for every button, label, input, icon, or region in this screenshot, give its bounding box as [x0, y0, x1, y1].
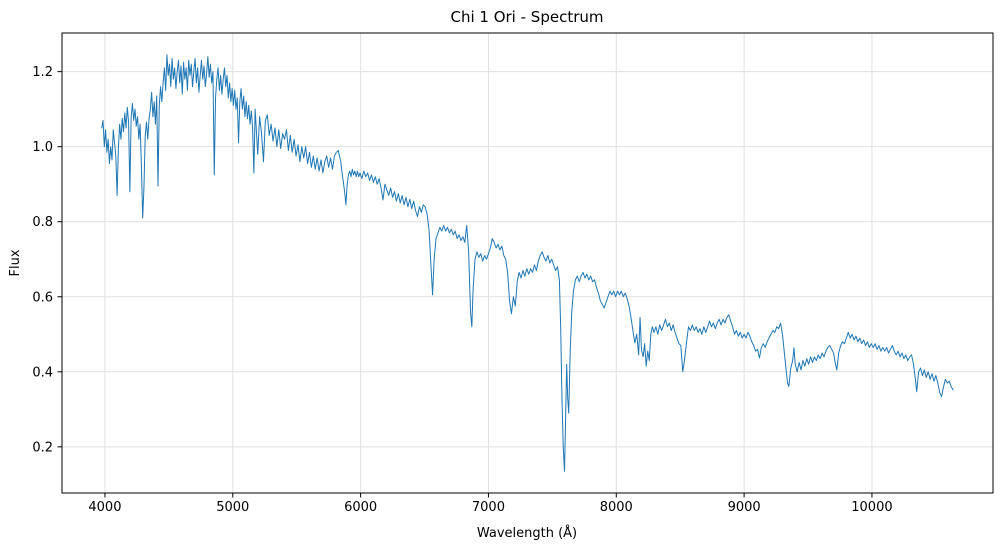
y-tick-label: 1.2 — [32, 65, 53, 80]
x-tick-label: 4000 — [88, 500, 121, 515]
tick-label-layer: 4000 5000 6000 7000 8000 9000 10000 0.2 0.4 0.6 0.… — [32, 65, 892, 515]
y-tick-label: 0.2 — [32, 440, 53, 455]
y-tick-label: 1.0 — [32, 140, 53, 155]
grid-layer — [62, 33, 993, 493]
x-tick-label: 8000 — [600, 500, 633, 515]
x-tick-label: 5000 — [216, 500, 249, 515]
axes-box — [61, 32, 994, 494]
x-tick-label: 7000 — [472, 500, 505, 515]
x-tick-label: 6000 — [344, 500, 377, 515]
x-tick-label: 9000 — [728, 500, 761, 515]
spectrum-line — [101, 54, 954, 472]
y-tick-label: 0.6 — [32, 290, 53, 305]
tick-layer — [57, 71, 873, 498]
line-layer — [101, 54, 954, 472]
y-axis-label: Flux — [8, 249, 23, 276]
y-tick-label: 0.8 — [32, 215, 53, 230]
x-tick-label: 10000 — [851, 500, 892, 515]
chart-title: Chi 1 Ori - Spectrum — [450, 8, 603, 26]
x-axis-label: Wavelength (Å) — [477, 525, 577, 541]
y-tick-label: 0.4 — [32, 365, 53, 380]
